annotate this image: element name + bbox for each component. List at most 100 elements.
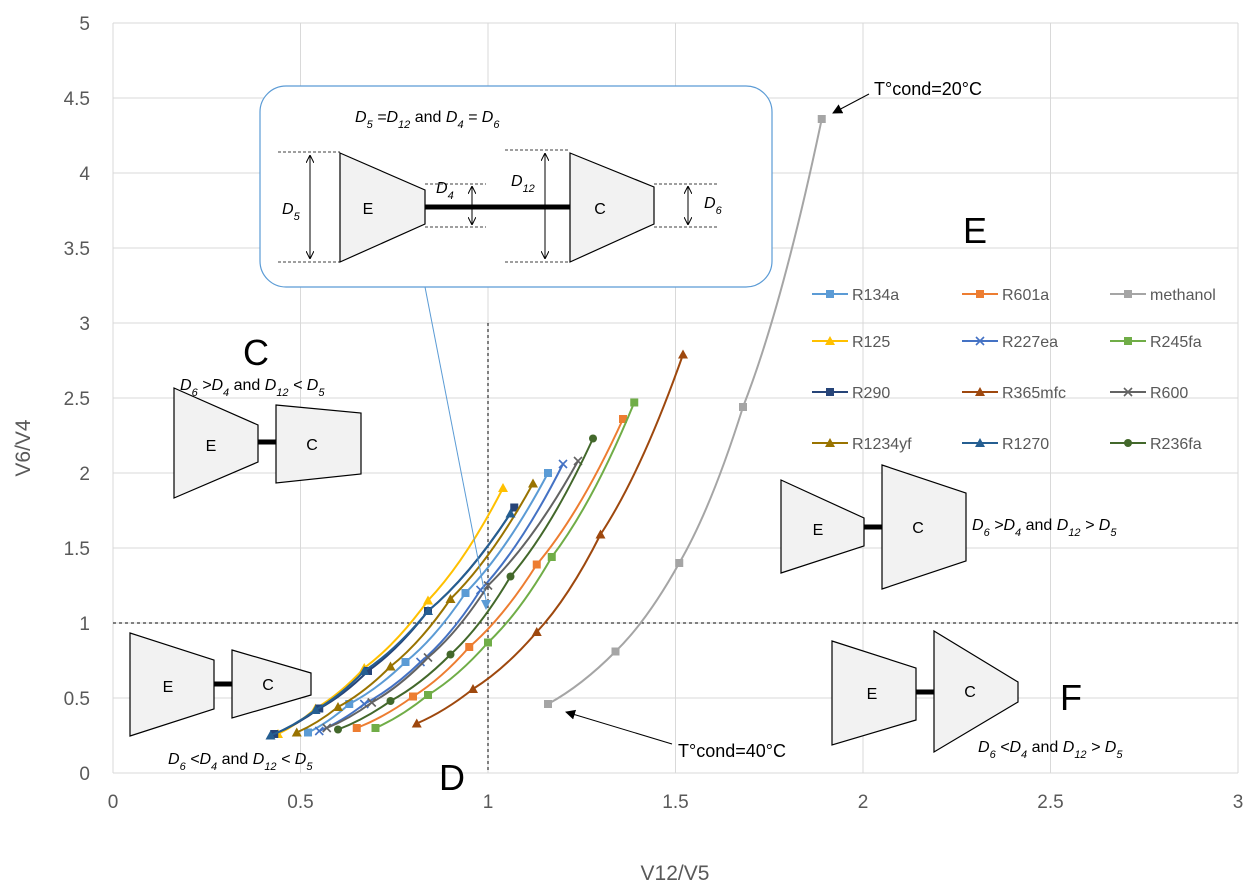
legend-label: R1270 <box>1002 436 1049 453</box>
equal-diameter-inset: D5 =D12 and D4 = D6 E C D5 D4 D12 D6 <box>259 85 773 610</box>
data-point <box>619 415 627 423</box>
data-point <box>817 115 826 123</box>
data-point <box>1124 439 1132 447</box>
region-d-label: D <box>439 757 465 798</box>
region-f-compressor-label: C <box>964 684 976 701</box>
region-e-caption: D6 >D4 and D12 > D5 <box>972 517 1117 539</box>
data-point <box>595 529 606 539</box>
region-e-label: E <box>963 210 987 251</box>
y-tick-label: 0 <box>79 764 90 785</box>
x-axis-label: V12/V5 <box>641 862 710 885</box>
data-point <box>528 478 538 488</box>
series-r601a <box>352 415 627 732</box>
data-point <box>304 728 312 737</box>
legend-entry: R134a <box>812 287 899 304</box>
series-line <box>375 402 636 729</box>
data-point <box>401 658 410 666</box>
data-point <box>826 388 834 396</box>
x-tick-label: 2.5 <box>1037 792 1063 813</box>
legend-entry: R227ea <box>962 334 1058 351</box>
cond-40-label: T°cond=40°C <box>678 741 786 761</box>
region-c-label: C <box>243 332 269 373</box>
data-point <box>975 336 985 346</box>
legend-entry: R1234yf <box>812 436 912 453</box>
series-r245fa <box>371 398 639 732</box>
tick-labels: 0 0.5 1 1.5 2 2.5 3 0 0.5 1 1.5 2 2.5 3 3.5 4 4.5 5 <box>64 14 1244 813</box>
data-point <box>445 594 456 603</box>
data-point <box>423 652 433 663</box>
series-r236fa <box>334 434 597 734</box>
data-point <box>506 572 515 581</box>
region-e-compressor-label: C <box>912 520 924 537</box>
legend-entry: R365mfc <box>962 385 1066 402</box>
data-point <box>468 684 478 693</box>
series-r227ea <box>314 459 568 736</box>
series-r134a <box>304 469 552 737</box>
y-tick-label: 4.5 <box>64 89 90 110</box>
legend-entry: R290 <box>812 385 890 402</box>
data-point <box>411 718 422 728</box>
data-point <box>364 667 372 675</box>
y-tick-label: 3.5 <box>64 239 90 260</box>
x-tick-label: 0.5 <box>287 792 313 813</box>
series-line <box>307 472 549 734</box>
data-point <box>461 589 470 597</box>
series-line <box>356 418 624 729</box>
data-point <box>310 705 321 714</box>
data-point <box>423 606 433 615</box>
data-point <box>976 290 984 298</box>
legend-label: R245fa <box>1150 334 1202 351</box>
data-point <box>359 666 370 675</box>
inset-compressor-label: C <box>594 201 606 218</box>
data-point <box>678 349 688 359</box>
legend-entry: R245fa <box>1110 334 1202 351</box>
legend: R134a R601a methanol R125 R227ea R245fa R290 R3… <box>812 287 1216 453</box>
data-point <box>589 434 597 443</box>
data-point <box>975 438 985 447</box>
series-r1234yf <box>291 478 538 737</box>
data-point <box>826 290 834 298</box>
legend-entry: R125 <box>812 334 890 351</box>
y-tick-label: 0.5 <box>64 689 90 710</box>
data-point <box>825 438 835 447</box>
legend-label: R290 <box>852 385 890 402</box>
y-tick-label: 2 <box>79 464 90 485</box>
data-point <box>1124 290 1132 298</box>
data-point <box>630 398 639 407</box>
data-point <box>333 702 343 711</box>
data-point <box>345 700 354 708</box>
data-point <box>483 580 493 591</box>
x-tick-label: 3 <box>1233 792 1244 813</box>
series-line <box>296 483 534 734</box>
y-tick-label: 1.5 <box>64 539 90 560</box>
legend-label: R236fa <box>1150 436 1202 453</box>
series-r1270 <box>265 508 516 740</box>
y-tick-label: 1 <box>79 614 90 635</box>
legend-entry: R236fa <box>1110 436 1202 453</box>
region-f-expander-label: E <box>867 686 878 703</box>
series-line <box>326 460 579 729</box>
inset-d12-label: D12 <box>511 173 535 195</box>
data-point <box>498 483 508 492</box>
region-c-expander-label: E <box>206 438 217 455</box>
inset-pointer-line <box>424 286 487 601</box>
inset-d4-label: D4 <box>436 180 454 202</box>
legend-label: R600 <box>1150 385 1188 402</box>
inset-caption: D5 =D12 and D4 = D6 <box>355 109 500 131</box>
region-d-compressor-label: C <box>262 677 274 694</box>
region-c-compressor-label: C <box>306 437 318 454</box>
x-tick-label: 1 <box>483 792 494 813</box>
region-f-diagram: E C D6 <D4 and D12 > D5 <box>831 629 1123 761</box>
data-point <box>265 730 276 740</box>
y-tick-label: 4 <box>79 164 90 185</box>
data-point <box>547 553 556 561</box>
cond-20-arrow <box>832 93 870 114</box>
x-tick-label: 2 <box>858 792 869 813</box>
inset-expander-label: E <box>363 201 374 218</box>
data-point <box>446 650 455 659</box>
legend-label: R227ea <box>1002 334 1058 351</box>
data-point <box>291 727 302 737</box>
data-point <box>544 469 552 477</box>
x-tick-label: 1.5 <box>662 792 688 813</box>
series-methanol <box>544 115 826 708</box>
